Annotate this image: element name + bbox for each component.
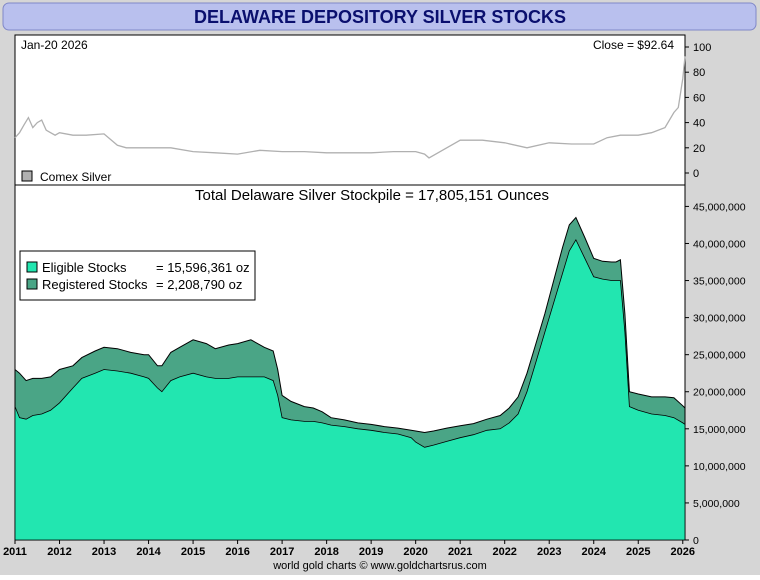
eligible-stocks-area [14, 238, 686, 541]
x-tick-label: 2026 [671, 546, 695, 558]
legend-swatch-eligible [26, 261, 38, 273]
x-axis: 2011 2012 2013 2014 2015 2016 2017 2018 2019 2020… [3, 540, 695, 558]
price-tick-label: 60 [693, 92, 705, 104]
stock-tick-label: 20,000,000 [693, 387, 746, 399]
chart-title: DELAWARE DEPOSITORY SILVER STOCKS [194, 7, 566, 27]
title-bar [2, 2, 757, 31]
price-tick-label: 40 [693, 118, 705, 130]
stock-y-axis: 0 5,000,000 10,000,000 15,000,000 20,000,000… [685, 201, 746, 547]
close-label: Close = $92.64 [593, 38, 674, 52]
stock-tick-label: 15,000,000 [693, 424, 746, 436]
x-tick-label: 2023 [537, 546, 561, 558]
legend-label-registered: Registered Stocks [42, 277, 148, 292]
stock-tick-label: 45,000,000 [693, 201, 746, 213]
x-tick-label: 2021 [448, 546, 472, 558]
legend-label-comex-silver: Comex Silver [40, 170, 111, 184]
stockpile-title: Total Delaware Silver Stockpile = 17,805… [195, 187, 549, 204]
stock-legend [19, 250, 256, 301]
stock-tick-label: 5,000,000 [693, 498, 740, 510]
x-tick-label: 2018 [314, 546, 338, 558]
price-tick-label: 20 [693, 143, 705, 155]
date-label: Jan-20 2026 [21, 38, 88, 52]
price-panel [14, 34, 686, 186]
x-tick-label: 2012 [47, 546, 71, 558]
footer-credit: world gold charts © www.goldchartsrus.co… [272, 560, 487, 572]
x-tick-label: 2022 [492, 546, 516, 558]
legend-label-eligible: Eligible Stocks [42, 260, 127, 275]
price-tick-label: 100 [693, 42, 711, 54]
x-tick-label: 2014 [136, 546, 161, 558]
price-tick-label: 0 [693, 168, 699, 180]
price-tick-label: 80 [693, 67, 705, 79]
stock-tick-label: 0 [693, 535, 699, 547]
legend-swatch-registered [26, 278, 38, 290]
x-tick-label: 2024 [581, 546, 606, 558]
x-tick-label: 2017 [270, 546, 294, 558]
price-series-layer [14, 56, 686, 159]
stock-tick-label: 30,000,000 [693, 313, 746, 325]
x-tick-label: 2013 [92, 546, 116, 558]
price-axis: 0 20 40 60 80 100 [685, 42, 711, 180]
x-tick-label: 2015 [181, 546, 205, 558]
stock-tick-label: 10,000,000 [693, 461, 746, 473]
x-tick-label: 2020 [403, 546, 427, 558]
stock-tick-label: 25,000,000 [693, 350, 746, 362]
legend-value-registered: = 2,208,790 oz [156, 277, 242, 292]
x-tick-label: 2025 [626, 546, 650, 558]
legend-value-eligible: = 15,596,361 oz [156, 260, 250, 275]
x-tick-label: 2016 [225, 546, 249, 558]
x-tick-label: 2011 [3, 546, 27, 558]
stock-tick-label: 35,000,000 [693, 276, 746, 288]
stock-tick-label: 40,000,000 [693, 238, 746, 250]
stock-series-layer [14, 216, 686, 541]
x-tick-label: 2019 [359, 546, 383, 558]
legend-swatch-comex-silver [21, 170, 33, 182]
comex-silver-line [14, 56, 686, 159]
